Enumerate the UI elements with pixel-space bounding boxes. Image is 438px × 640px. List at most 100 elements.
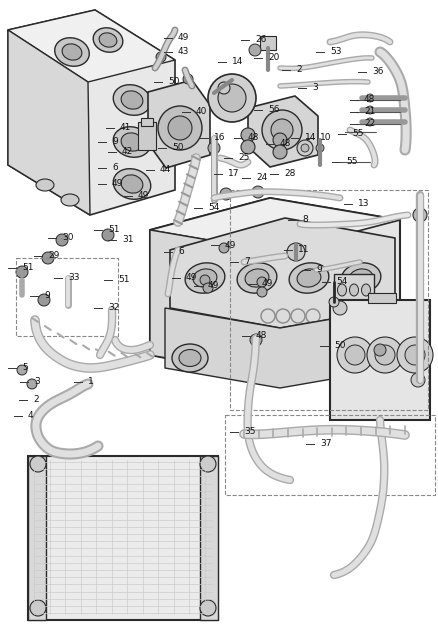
Text: 33: 33 xyxy=(68,273,80,282)
Ellipse shape xyxy=(62,44,82,60)
Text: 13: 13 xyxy=(358,200,370,209)
Text: 35: 35 xyxy=(244,428,255,436)
Text: 9: 9 xyxy=(316,266,322,275)
Ellipse shape xyxy=(61,194,79,206)
Polygon shape xyxy=(28,456,218,620)
Circle shape xyxy=(158,106,202,150)
Text: 14: 14 xyxy=(232,58,244,67)
Text: 42: 42 xyxy=(122,147,133,157)
Text: 40: 40 xyxy=(196,108,207,116)
Polygon shape xyxy=(8,10,175,215)
Ellipse shape xyxy=(121,175,143,193)
Circle shape xyxy=(413,343,427,357)
Ellipse shape xyxy=(113,169,151,199)
Text: 48: 48 xyxy=(248,134,259,143)
Text: 1: 1 xyxy=(88,378,94,387)
Ellipse shape xyxy=(99,33,117,47)
Circle shape xyxy=(241,140,255,154)
Text: 24: 24 xyxy=(256,173,267,182)
Text: 49: 49 xyxy=(186,273,198,282)
Ellipse shape xyxy=(36,179,54,191)
Polygon shape xyxy=(150,198,400,252)
Circle shape xyxy=(220,188,232,200)
Circle shape xyxy=(17,365,27,375)
Text: 54: 54 xyxy=(208,204,219,212)
Circle shape xyxy=(218,82,230,94)
Circle shape xyxy=(30,600,46,616)
Bar xyxy=(230,190,428,410)
Circle shape xyxy=(250,334,262,346)
Text: 49: 49 xyxy=(208,282,219,291)
Text: 21: 21 xyxy=(364,108,375,116)
Text: 28: 28 xyxy=(284,170,295,179)
Circle shape xyxy=(208,74,256,122)
Text: 2: 2 xyxy=(296,65,302,74)
Text: 14: 14 xyxy=(305,134,316,143)
Polygon shape xyxy=(8,10,175,82)
Text: 49: 49 xyxy=(178,33,189,42)
Text: 36: 36 xyxy=(372,67,384,77)
Circle shape xyxy=(200,275,210,285)
Text: 9: 9 xyxy=(112,138,118,147)
Circle shape xyxy=(156,52,166,62)
Text: 48: 48 xyxy=(364,95,375,104)
Ellipse shape xyxy=(113,127,151,157)
Ellipse shape xyxy=(341,263,381,293)
Circle shape xyxy=(252,186,264,198)
Text: 55: 55 xyxy=(346,157,357,166)
Circle shape xyxy=(297,140,313,156)
Text: 55: 55 xyxy=(352,129,364,138)
Text: 37: 37 xyxy=(320,440,332,449)
Circle shape xyxy=(249,44,261,56)
Text: 49: 49 xyxy=(138,191,149,200)
Text: 30: 30 xyxy=(62,234,74,243)
Ellipse shape xyxy=(237,263,277,293)
Circle shape xyxy=(329,297,339,307)
Circle shape xyxy=(262,110,302,150)
Polygon shape xyxy=(148,80,210,168)
Text: 51: 51 xyxy=(118,275,130,285)
Circle shape xyxy=(102,229,114,241)
Circle shape xyxy=(413,208,427,222)
Text: 48: 48 xyxy=(280,140,291,148)
Text: 31: 31 xyxy=(122,236,134,244)
Ellipse shape xyxy=(338,284,346,296)
Bar xyxy=(16,258,118,336)
Text: 22: 22 xyxy=(364,120,375,129)
Text: 51: 51 xyxy=(108,225,120,234)
Text: 53: 53 xyxy=(330,47,342,56)
Ellipse shape xyxy=(361,284,371,296)
Circle shape xyxy=(287,243,305,261)
Ellipse shape xyxy=(55,38,89,67)
Text: 54: 54 xyxy=(336,278,347,287)
Ellipse shape xyxy=(93,28,123,52)
Circle shape xyxy=(200,600,216,616)
Circle shape xyxy=(27,379,37,389)
Circle shape xyxy=(375,345,395,365)
Ellipse shape xyxy=(172,344,208,372)
Circle shape xyxy=(56,234,68,246)
Polygon shape xyxy=(150,198,400,378)
Circle shape xyxy=(405,345,425,365)
Circle shape xyxy=(42,252,54,264)
Circle shape xyxy=(366,106,374,114)
Text: 2: 2 xyxy=(33,396,39,404)
Circle shape xyxy=(366,94,374,102)
Ellipse shape xyxy=(179,349,201,367)
Circle shape xyxy=(273,145,287,159)
Text: 49: 49 xyxy=(112,179,124,189)
Text: 43: 43 xyxy=(178,47,189,56)
Circle shape xyxy=(345,345,365,365)
Text: 17: 17 xyxy=(228,170,240,179)
Ellipse shape xyxy=(297,269,321,287)
Text: 56: 56 xyxy=(268,106,279,115)
Text: 5: 5 xyxy=(22,364,28,372)
Polygon shape xyxy=(8,30,90,215)
Bar xyxy=(28,456,46,620)
Circle shape xyxy=(374,344,386,356)
Text: 41: 41 xyxy=(120,124,131,132)
Text: 20: 20 xyxy=(268,54,279,63)
Circle shape xyxy=(257,277,267,287)
Circle shape xyxy=(333,301,347,315)
Text: 6: 6 xyxy=(178,248,184,257)
